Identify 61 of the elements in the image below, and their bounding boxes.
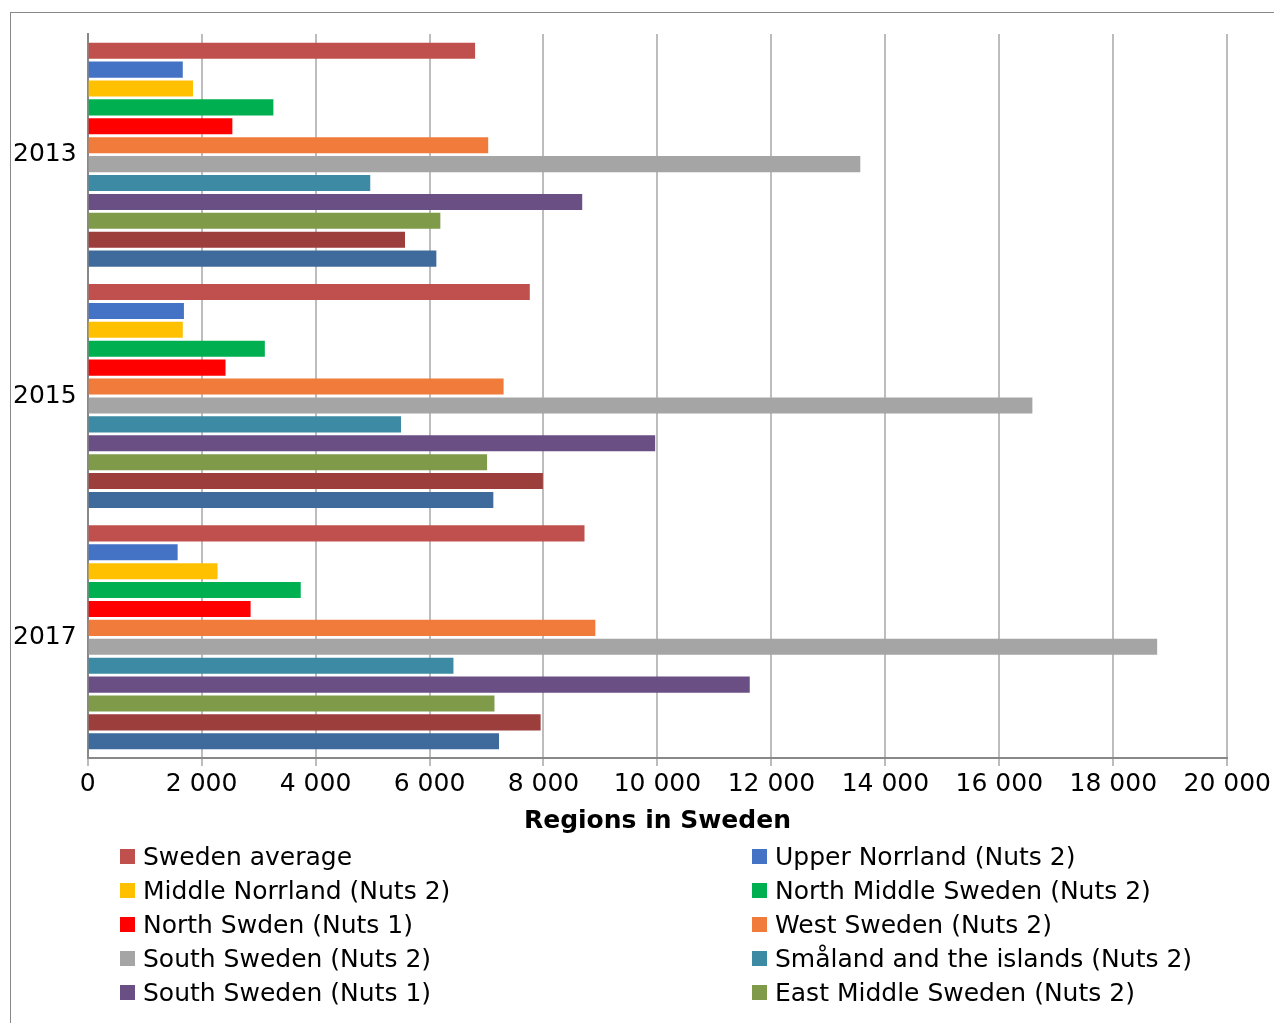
- bar: [88, 695, 495, 712]
- bar: [88, 676, 750, 693]
- x-tick-label: 18 000: [1069, 767, 1158, 797]
- bar: [88, 657, 454, 674]
- bar: [88, 416, 402, 433]
- legend-label: East Middle Sweden (Nuts 2): [775, 977, 1135, 1007]
- bar: [88, 302, 184, 319]
- bar: [88, 193, 583, 210]
- x-tick-label: 20 000: [1183, 767, 1271, 797]
- bar: [88, 80, 194, 97]
- bar: [88, 563, 218, 580]
- bar: [88, 61, 183, 78]
- y-tick-label: 2013: [13, 138, 77, 168]
- legend-label: South Sweden (Nuts 2): [143, 943, 432, 973]
- bar: [88, 544, 178, 561]
- bar: [88, 137, 489, 154]
- legend-label: Upper Norrland (Nuts 2): [775, 841, 1076, 871]
- legend-label: Sweden average: [143, 841, 353, 871]
- legend-label: Småland and the islands (Nuts 2): [775, 943, 1193, 973]
- bar: [88, 582, 301, 599]
- bar: [88, 714, 541, 731]
- bar: [88, 525, 585, 542]
- x-tick-label: 0: [79, 767, 96, 797]
- bar: [88, 99, 274, 116]
- bar: [88, 250, 437, 267]
- legend-label: West Sweden (Nuts 2): [775, 909, 1052, 939]
- bar: [88, 283, 530, 301]
- bar: [88, 42, 476, 59]
- bar: [88, 359, 226, 376]
- legend-label: North Swden (Nuts 1): [143, 909, 413, 939]
- x-tick-label: 6 000: [393, 767, 466, 797]
- bar: [88, 473, 543, 490]
- x-tick-label: 10 000: [613, 767, 702, 797]
- bar: [88, 174, 371, 192]
- x-tick-label: 12 000: [727, 767, 816, 797]
- bar: [88, 491, 494, 509]
- bar: [88, 733, 500, 750]
- bar: [88, 397, 1033, 414]
- bar: [88, 378, 504, 395]
- legend-label: North Middle Sweden (Nuts 2): [775, 875, 1151, 905]
- bar: [88, 619, 596, 636]
- x-tick-label: 4 000: [279, 767, 352, 797]
- legend-label: Middle Norrland (Nuts 2): [143, 875, 451, 905]
- bar: [88, 435, 656, 452]
- x-tick-label: 16 000: [955, 767, 1044, 797]
- x-tick-label: 14 000: [841, 767, 930, 797]
- x-axis-title: Regions in Sweden: [523, 804, 791, 834]
- bar: [88, 212, 441, 229]
- bar: [88, 340, 265, 357]
- legend-label: South Sweden (Nuts 1): [143, 977, 432, 1007]
- bar: [88, 321, 183, 338]
- bar: [88, 118, 233, 135]
- bar: [88, 454, 488, 471]
- bar: [88, 600, 251, 618]
- bar: [88, 231, 406, 248]
- y-tick-label: 2017: [13, 620, 77, 650]
- y-tick-label: 2015: [13, 379, 77, 409]
- bar: [88, 156, 861, 173]
- x-tick-label: 2 000: [165, 767, 238, 797]
- x-tick-label: 8 000: [507, 767, 580, 797]
- bar: [88, 638, 1158, 655]
